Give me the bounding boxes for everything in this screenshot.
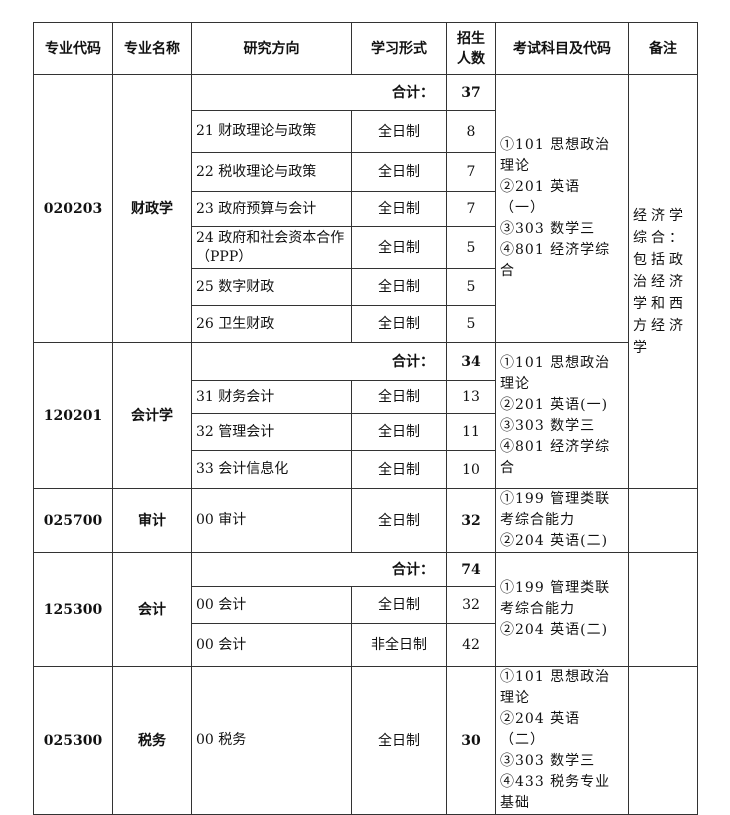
header-name: 专业名称: [112, 22, 192, 75]
table-row: 120201 会计学 合计： 34 ①101 思想政治理论 ②201 英语(一) ③30…: [33, 342, 698, 489]
study-mode: 全日制: [351, 110, 447, 153]
table-row: 125300 会计 合计： 74 ①199 管理类联考综合能力 ②204 英语(二): [33, 552, 698, 667]
total-count: 74: [446, 552, 496, 587]
major-code: 025300: [33, 666, 113, 815]
enrollment-count: 32: [446, 586, 496, 624]
exam-subjects: ①101 思想政治理论 ②201 英语(一) ③303 数学三 ④801 经济学…: [495, 342, 629, 489]
table-row: 31 财务会计 全日制 13: [34, 380, 698, 414]
total-label: 合计：: [191, 342, 447, 381]
study-mode: 全日制: [351, 586, 447, 624]
exam-subjects: ①199 管理类联考综合能力 ②204 英语(二): [495, 552, 629, 667]
enrollment-count: 7: [446, 152, 496, 192]
table-row: 00 会计 非全日制 42: [34, 623, 698, 667]
enrollment-count: 7: [446, 191, 496, 227]
major-code: 020203: [33, 74, 113, 343]
table-row: 23 政府预算与会计 全日制 7: [34, 191, 698, 227]
research-direction: 22 税收理论与政策: [191, 152, 352, 192]
table-row: 020203 财政学 合计： 37 ①101 思想政治理论 ②201 英语（一） ③30…: [33, 74, 698, 489]
major-name: 会计学: [112, 342, 192, 489]
study-mode: 全日制: [351, 488, 447, 553]
total-count: 34: [446, 342, 496, 381]
research-direction: 00 会计: [191, 623, 352, 667]
exam-subjects: ①101 思想政治理论 ②204 英语（二） ③303 数学三 ④433 税务专…: [495, 666, 629, 815]
study-mode: 全日制: [351, 191, 447, 227]
header-exam: 考试科目及代码: [495, 22, 629, 75]
major-code: 125300: [33, 552, 113, 667]
research-direction: 00 审计: [191, 488, 352, 553]
research-direction: 00 税务: [191, 666, 352, 815]
enrollment-count: 42: [446, 623, 496, 667]
enrollment-count: 8: [446, 110, 496, 153]
header-note: 备注: [628, 22, 698, 75]
enrollment-count: 11: [446, 413, 496, 451]
study-mode: 全日制: [351, 413, 447, 451]
major-name: 会计: [112, 552, 192, 667]
header-direction: 研究方向: [191, 22, 352, 75]
research-direction: 00 会计: [191, 586, 352, 624]
major-code: 025700: [33, 488, 113, 553]
research-direction: 21 财政理论与政策: [191, 110, 352, 153]
remarks: [628, 552, 698, 667]
table-row: 24 政府和社会资本合作（PPP） 全日制 5: [34, 226, 698, 269]
table-row: 25 数字财政 全日制 5: [34, 268, 698, 306]
study-mode: 全日制: [351, 666, 447, 815]
enrollment-count: 32: [446, 488, 496, 553]
study-mode: 全日制: [351, 152, 447, 192]
major-code: 120201: [33, 342, 113, 489]
major-name: 审计: [112, 488, 192, 553]
research-direction: 23 政府预算与会计: [191, 191, 352, 227]
study-mode: 全日制: [351, 268, 447, 306]
table-row: 26 卫生财政 全日制 5: [34, 305, 698, 343]
exam-subjects: ①199 管理类联考综合能力 ②204 英语(二): [495, 488, 629, 553]
remarks: [628, 488, 698, 553]
enrollment-count: 10: [446, 450, 496, 489]
study-mode: 全日制: [351, 380, 447, 414]
table-row: 025300 税务 00 税务 全日制 30 ①101 思想政治理论 ②204 英语（二）…: [33, 666, 698, 815]
total-label: 合计：: [191, 552, 447, 587]
remarks: [628, 666, 698, 815]
research-direction: 26 卫生财政: [191, 305, 352, 343]
enrollment-count: 13: [446, 380, 496, 414]
admissions-table: 专业代码 专业名称 研究方向 学习形式 招生人数 考试科目及代码 备注 020203 财政学合…: [33, 22, 698, 815]
study-mode: 非全日制: [351, 623, 447, 667]
enrollment-count: 5: [446, 226, 496, 269]
enrollment-count: 5: [446, 268, 496, 306]
study-mode: 全日制: [351, 305, 447, 343]
remarks: 经济学综合：包括政治经济学和西方经济学: [628, 74, 698, 489]
research-direction: 32 管理会计: [191, 413, 352, 451]
exam-subjects: ①101 思想政治理论 ②201 英语（一） ③303 数学三 ④801 经济学…: [495, 74, 629, 343]
table-row: 00 会计 全日制 32: [34, 586, 698, 624]
header-count: 招生人数: [446, 22, 496, 75]
study-mode: 全日制: [351, 450, 447, 489]
research-direction: 33 会计信息化: [191, 450, 352, 489]
enrollment-count: 5: [446, 305, 496, 343]
total-count: 37: [446, 74, 496, 111]
research-direction: 31 财务会计: [191, 380, 352, 414]
major-name: 税务: [112, 666, 192, 815]
table-row: 21 财政理论与政策 全日制 8: [34, 110, 698, 153]
total-label: 合计：: [191, 74, 447, 111]
major-name: 财政学: [112, 74, 192, 343]
enrollment-count: 30: [446, 666, 496, 815]
research-direction: 25 数字财政: [191, 268, 352, 306]
research-direction: 24 政府和社会资本合作（PPP）: [191, 226, 352, 269]
header-row: 专业代码 专业名称 研究方向 学习形式 招生人数 考试科目及代码 备注: [33, 22, 698, 75]
table-row: 025700 审计 00 审计 全日制 32 ①199 管理类联考综合能力 ②204 英语…: [33, 488, 698, 553]
header-mode: 学习形式: [351, 22, 447, 75]
study-mode: 全日制: [351, 226, 447, 269]
header-code: 专业代码: [33, 22, 113, 75]
